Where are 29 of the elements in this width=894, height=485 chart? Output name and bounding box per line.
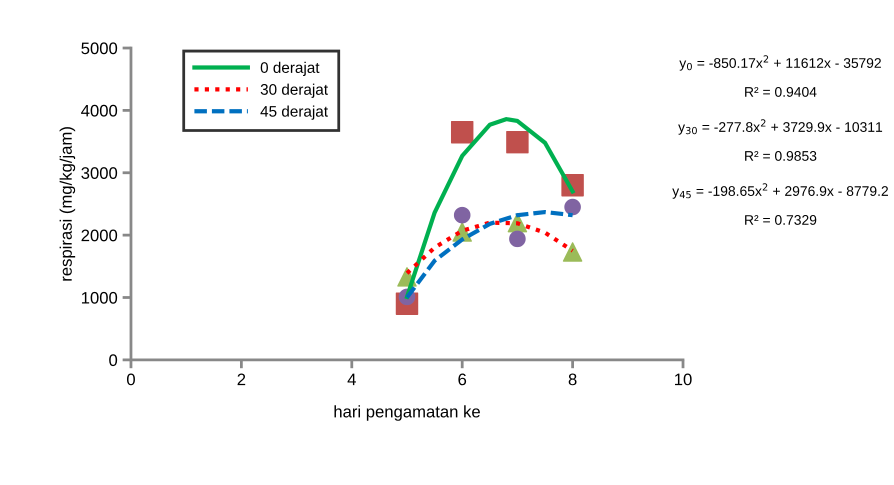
x-axis-title: hari pengamatan ke: [334, 405, 480, 421]
text: R² = 0.7329: [745, 215, 816, 225]
text: R² = 0.9404: [745, 87, 817, 97]
x-tick-label: 2: [238, 374, 246, 386]
x-tick-label: 10: [675, 374, 692, 386]
point: [506, 130, 529, 154]
point: [450, 120, 474, 144]
annotation: y$_{30}$ = -277.8x$^{2}$ + 3729.9x - 10311: [678, 119, 882, 135]
x-tick-label: 6: [458, 374, 466, 386]
legend-label: 45 derajat: [260, 106, 328, 120]
annotation: y$_{0}$ = -850.17x$^{2}$ + 11612x - 35792: [679, 55, 881, 71]
x-tick-label: 8: [568, 374, 577, 386]
point: [564, 198, 581, 216]
annotation: y$_{45}$ = -198.65x$^{2}$ + 2976.9x - 8779.2: [672, 183, 888, 199]
y-tick-label: 5000: [81, 42, 118, 54]
legend-label: 0 derajat: [260, 62, 320, 76]
point: [562, 242, 582, 262]
x-tick-label: 0: [126, 374, 135, 386]
point: [509, 230, 526, 248]
y-axis-title: respirasi (mg/kg/jam): [60, 127, 76, 281]
y-tick-label: 3000: [81, 167, 118, 179]
text: R² = 0.9853: [745, 151, 816, 161]
y-tick-label: 4000: [81, 104, 118, 117]
legend-label: 30 derajat: [260, 84, 328, 98]
y-tick-label: 0: [109, 354, 118, 366]
y-tick-label: 2000: [82, 230, 118, 242]
point: [454, 206, 470, 224]
x-tick-label: 4: [348, 374, 356, 386]
y-tick-label: 1000: [82, 292, 118, 304]
